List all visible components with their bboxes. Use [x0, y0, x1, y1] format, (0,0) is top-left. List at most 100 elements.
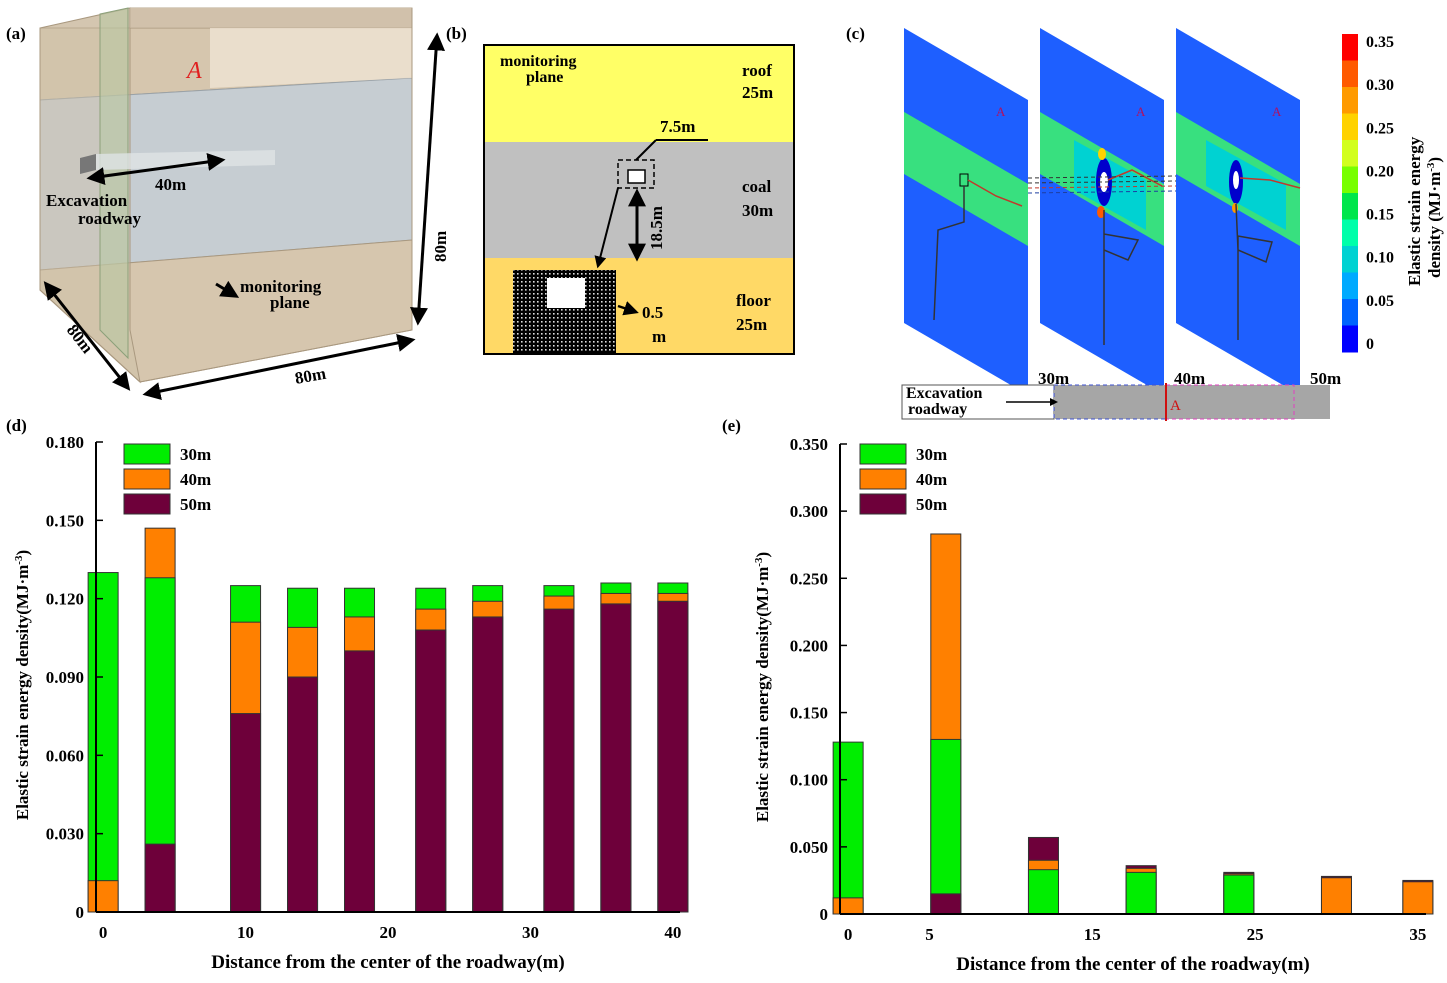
strip-roadway-line2: roadway: [908, 401, 967, 418]
y-tick-label: 0.250: [790, 569, 828, 588]
colorbar-swatch: [1342, 166, 1358, 194]
bar-30m-x0: [832, 741, 864, 915]
panel-e: 0 0.050 0.100 0.150 0.200 0.250 0.300 0.350 0 5 15…: [718, 410, 1447, 978]
dim-05-label-line1: 0.5: [642, 303, 663, 322]
bar-50m-x27: [472, 616, 504, 913]
floor-label-line1: floor: [736, 291, 771, 310]
panel-b-label: (b): [446, 24, 467, 43]
dim-40-arrow: [86, 153, 226, 185]
legend: 30m 40m 50m: [859, 443, 947, 515]
panel-a: A 40m Excavation roadway monitoring plan…: [0, 0, 450, 400]
x-tick-label: 25: [1247, 925, 1264, 944]
monitoring-plane-band: [130, 8, 412, 28]
y-axis-title: Elastic strain energy density(MJ·m-3): [13, 550, 32, 820]
legend-label-50m: 50m: [916, 495, 947, 514]
legend-swatch-30m: [123, 443, 171, 465]
y-tick-label: 0.100: [790, 771, 828, 790]
y-tick-label: 0: [820, 905, 829, 924]
x-tick-label: 5: [925, 925, 934, 944]
floor-label-line2: 25m: [736, 315, 767, 334]
strip-a-marker: A: [1170, 398, 1181, 414]
slice-connectors: [1027, 175, 1177, 194]
dim-80-bottom-arrow: [142, 334, 416, 400]
colorbar-title-line2: density (MJ·m-3): [1425, 157, 1444, 278]
bar-30m-x12: [1027, 869, 1059, 915]
legend-swatch-40m: [859, 468, 907, 490]
y-tick-label: 0.060: [46, 746, 84, 765]
y-tick-label: 0: [76, 903, 85, 922]
roof-band: [484, 45, 794, 142]
dim-80-left-arrow: [43, 281, 131, 391]
back-highlight: [210, 28, 412, 88]
colorbar-ticks: 0.35 0.30 0.25 0.20 0.15 0.10 0.05 0: [1366, 34, 1394, 353]
coal-label-line1: coal: [742, 177, 772, 196]
roof-label-line1: roof: [742, 61, 772, 80]
dim-40-label: 40m: [155, 175, 186, 194]
bar-50m-x4: [144, 843, 176, 913]
colorbar-tick-label: 0: [1366, 336, 1374, 353]
bar-50m-x10: [230, 713, 262, 913]
bar-40m-x30: [1320, 877, 1352, 915]
monitor-arrow: [215, 280, 240, 298]
bar-40m-x0: [87, 880, 119, 913]
y-axis-title: Elastic strain energy density(MJ·m-3): [753, 552, 772, 822]
panel-e-label: (e): [722, 416, 741, 435]
slice1-marker: A: [996, 104, 1006, 119]
legend-label-30m: 30m: [180, 445, 211, 464]
bar-50m-x6: [930, 893, 962, 915]
strip-roadway-line1: Excavation: [906, 385, 983, 402]
panel-c-slice-diagram: A A A 0.35 0.30 0.25 0.20 0.15 0.10 0.05 0 Elas…: [901, 28, 1444, 421]
x-tick-label: 0: [844, 925, 853, 944]
colorbar: [1342, 34, 1358, 353]
dim-75-leader: [635, 139, 657, 161]
legend-swatch-30m: [859, 443, 907, 465]
panel-c: A A A 0.35 0.30 0.25 0.20 0.15 0.10 0.05 0 Elas…: [846, 0, 1447, 425]
bar-30m-x18: [1125, 871, 1157, 915]
slice-label-50m: 50m: [1310, 369, 1341, 388]
monitoring-plane-shape: [99, 7, 129, 360]
x-tick-label: 35: [1409, 925, 1426, 944]
y-tick-label: 0.090: [46, 668, 84, 687]
y-tick-label: 0.200: [790, 636, 828, 655]
dim-05-label-line2: m: [652, 327, 666, 346]
x-tick-label: 30: [522, 923, 539, 942]
colorbar-tick-label: 0.15: [1366, 207, 1394, 224]
roadway-label-line1: Excavation: [46, 191, 128, 210]
colorbar-swatch: [1342, 140, 1358, 167]
bar-30m-x0: [87, 572, 119, 913]
slice3-marker: A: [1272, 104, 1282, 119]
slice-30m: [904, 28, 1028, 395]
panel-a-box-diagram: A 40m Excavation roadway monitoring plan…: [39, 7, 450, 400]
monitor-label-line1: monitoring: [500, 53, 576, 70]
x-tick-label: 40: [664, 923, 681, 942]
bar-30m-x6: [930, 738, 962, 915]
slice-50m: [1176, 28, 1301, 395]
dim-185-label: 18.5m: [647, 206, 666, 250]
legend-label-40m: 40m: [180, 470, 211, 489]
legend-label-50m: 50m: [180, 495, 211, 514]
coal-label-line2: 30m: [742, 201, 773, 220]
bar-30m-x24: [1223, 874, 1255, 915]
y-tick-label: 0.300: [790, 502, 828, 521]
monitor-label-line2: plane: [526, 69, 563, 86]
dim-75-label: 7.5m: [660, 117, 695, 136]
dim-80-right-label: 80m: [431, 231, 450, 262]
colorbar-title-line1: Elastic strain energy: [1405, 136, 1424, 286]
colorbar-tick-label: 0.30: [1366, 77, 1394, 94]
dim-80-right-arrow: [409, 32, 446, 326]
colorbar-swatch: [1342, 34, 1358, 61]
y-tick-label: 0.030: [46, 825, 84, 844]
colorbar-swatch: [1342, 272, 1358, 300]
strip-arrow-head: [1050, 398, 1058, 406]
legend-label-40m: 40m: [916, 470, 947, 489]
slice-40m: [1040, 28, 1164, 395]
roadway-hole: [627, 169, 646, 184]
panel-a-label: (a): [6, 24, 26, 43]
colorbar-swatch: [1342, 113, 1358, 141]
strip-bar: [1054, 385, 1330, 419]
marker-a: A: [185, 58, 202, 84]
y-tick-label: 0.050: [790, 838, 828, 857]
colorbar-swatch: [1342, 325, 1358, 353]
bar-40m-x0: [832, 897, 864, 915]
legend-swatch-50m: [123, 493, 171, 515]
